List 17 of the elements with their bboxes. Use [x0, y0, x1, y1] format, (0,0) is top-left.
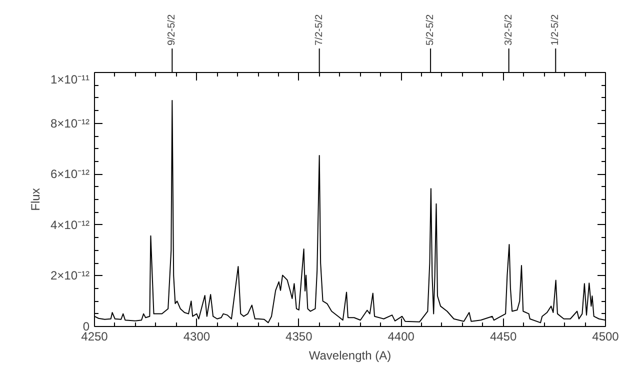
- y-tick-label: 1×10⁻¹¹: [50, 72, 90, 86]
- x-axis-title: Wavelength (A): [308, 348, 392, 362]
- x-tick-label: 4450: [490, 330, 517, 344]
- annotation: 7/2-5/2: [314, 14, 325, 46]
- y-tick-label: 2×10⁻¹²: [50, 268, 90, 283]
- y-tick-label: 6×10⁻¹²: [50, 167, 90, 182]
- annotation: 3/2-5/2: [503, 14, 514, 46]
- x-tick-label: 4350: [286, 330, 313, 344]
- annotation: 5/2-5/2: [425, 14, 436, 46]
- y-tick-label: 4×10⁻¹²: [50, 218, 90, 232]
- x-tick-label: 4500: [592, 330, 620, 344]
- y-axis-title: Flux: [28, 188, 42, 211]
- x-tick-label: 4300: [183, 330, 210, 344]
- annotation: 9/2-5/2: [166, 14, 178, 46]
- annotation: 1/2-5/2: [550, 14, 562, 46]
- y-tick-label: 8×10⁻¹²: [50, 116, 90, 130]
- x-tick-label: 4400: [388, 330, 415, 344]
